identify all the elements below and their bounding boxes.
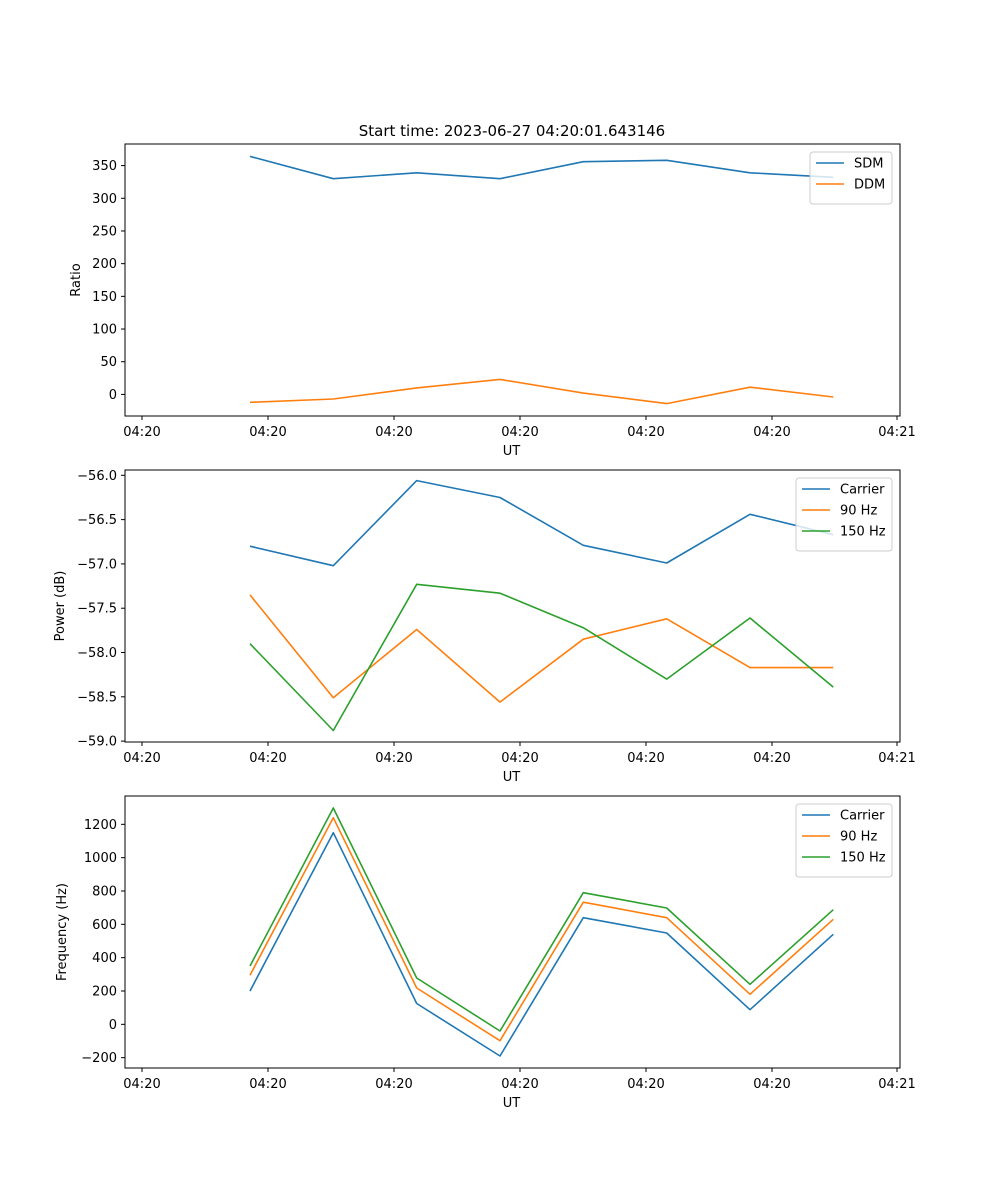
legend-label: SDM [854, 157, 883, 172]
y-axis-label: Frequency (Hz) [55, 883, 70, 981]
x-tick-label: 04:20 [501, 1077, 538, 1092]
y-tick-label: −56.0 [77, 469, 117, 484]
y-tick-label: −59.0 [77, 735, 117, 750]
y-tick-label: 100 [92, 323, 117, 338]
x-tick-label: 04:20 [627, 751, 664, 766]
legend-label: DDM [854, 178, 885, 193]
y-tick-label: 200 [92, 257, 117, 272]
panel-2: −59.0 −58.5 −58.0 −57.5 −57.0 −56.5 −56.0 04:20… [53, 469, 916, 785]
legend-label: 150 Hz [840, 525, 886, 540]
panel-1: 0 50 100 150 200 250 300 350 04:20 04:20 04:20 04:2… [69, 143, 916, 459]
series-line-carrier [249, 479, 834, 567]
series-line-90-hz [249, 594, 834, 703]
y-tick-label: 0 [109, 1018, 117, 1033]
legend: Carrier 90 Hz 150 Hz [795, 803, 893, 878]
y-axis-label: Power (dB) [53, 571, 68, 642]
legend-box [809, 151, 893, 205]
y-tick-label: 1200 [84, 818, 117, 833]
x-tick-label: 04:20 [249, 1077, 286, 1092]
legend-label: 150 Hz [840, 851, 886, 866]
y-tick-label: −58.5 [77, 690, 117, 705]
legend-label: 90 Hz [840, 504, 877, 519]
x-tick-label: 04:20 [627, 425, 664, 440]
series-line-sdm [249, 155, 834, 180]
y-tick-label: −56.5 [77, 513, 117, 528]
x-tick-label: 04:20 [123, 425, 160, 440]
y-tick-label: 0 [109, 388, 117, 403]
y-tick-label: −58.0 [77, 646, 117, 661]
y-tick-label: 600 [92, 918, 117, 933]
figure-title: Start time: 2023-06-27 04:20:01.643146 [359, 122, 665, 140]
x-axis-label: UT [503, 444, 521, 459]
y-tick-label: −57.0 [77, 557, 117, 572]
y-tick-label: 300 [92, 192, 117, 207]
plot-frame [124, 469, 901, 743]
x-tick-label: 04:20 [375, 751, 412, 766]
y-tick-label: 50 [100, 355, 117, 370]
x-tick-label: 04:20 [375, 1077, 412, 1092]
plot-frame [124, 795, 901, 1069]
x-tick-label: 04:20 [123, 1077, 160, 1092]
plot-frame [124, 143, 901, 417]
y-tick-label: −57.5 [77, 602, 117, 617]
y-axis-label: Ratio [69, 263, 84, 296]
x-tick-label: 04:21 [878, 751, 915, 766]
series-line-150-hz [249, 583, 834, 732]
series-line-ddm [249, 378, 834, 405]
x-tick-label: 04:21 [878, 1077, 915, 1092]
x-tick-label: 04:20 [123, 751, 160, 766]
y-tick-label: 250 [92, 224, 117, 239]
x-tick-label: 04:20 [501, 425, 538, 440]
y-tick-label: −200 [81, 1051, 117, 1066]
series-line-150-hz [249, 807, 834, 1032]
y-tick-label: 1000 [84, 851, 117, 866]
y-tick-label: 200 [92, 985, 117, 1000]
y-tick-label: 800 [92, 885, 117, 900]
x-tick-label: 04:20 [375, 425, 412, 440]
legend: Carrier 90 Hz 150 Hz [795, 477, 893, 552]
x-tick-label: 04:20 [249, 425, 286, 440]
legend-box [795, 477, 893, 552]
y-tick-label: 350 [92, 159, 117, 174]
x-axis-label: UT [503, 1096, 521, 1111]
x-axis-label: UT [503, 770, 521, 785]
panel-3: −200 0 200 400 600 800 1000 1200 04:20 04:20 04:20… [55, 795, 916, 1111]
legend: SDM DDM [809, 151, 893, 205]
y-tick-label: 150 [92, 290, 117, 305]
x-tick-label: 04:20 [627, 1077, 664, 1092]
x-tick-label: 04:20 [753, 1077, 790, 1092]
x-tick-label: 04:20 [501, 751, 538, 766]
series-line-90-hz [249, 816, 834, 1042]
legend-box [795, 803, 893, 878]
panels: 0 50 100 150 200 250 300 350 04:20 04:20 04:20 04:2… [53, 143, 916, 1111]
x-tick-label: 04:20 [753, 425, 790, 440]
x-tick-label: 04:20 [753, 751, 790, 766]
x-tick-label: 04:21 [878, 425, 915, 440]
x-tick-label: 04:20 [249, 751, 286, 766]
legend-label: Carrier [840, 483, 885, 498]
y-tick-label: 400 [92, 951, 117, 966]
legend-label: Carrier [840, 809, 885, 824]
legend-label: 90 Hz [840, 830, 877, 845]
series-line-carrier [249, 831, 834, 1057]
